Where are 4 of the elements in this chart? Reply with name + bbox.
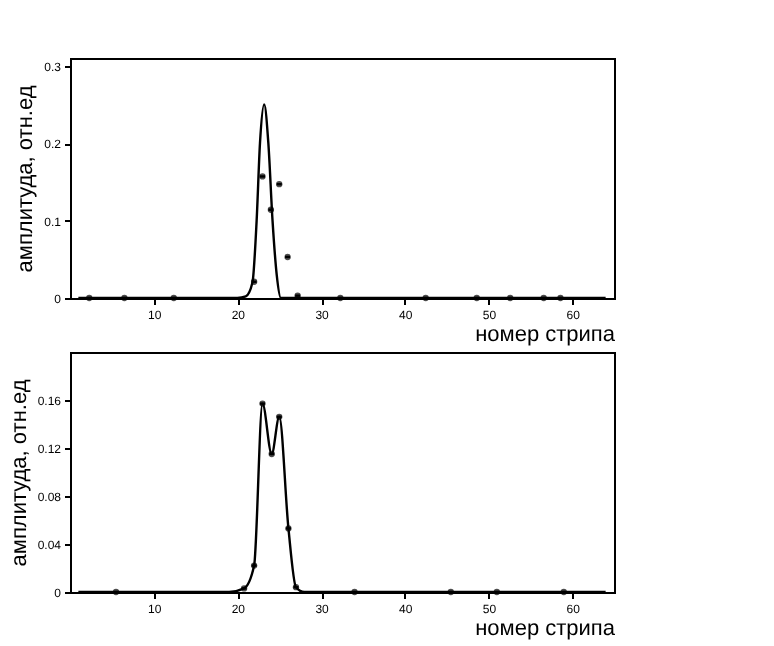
y-axis-title: амплитуда, отн.ед xyxy=(14,84,39,273)
x-axis-title: номер стрипа xyxy=(475,617,617,641)
x-axis-title: номер стрипа xyxy=(475,323,617,347)
y-axis-title: амплитуда, отн.ед xyxy=(7,378,32,567)
